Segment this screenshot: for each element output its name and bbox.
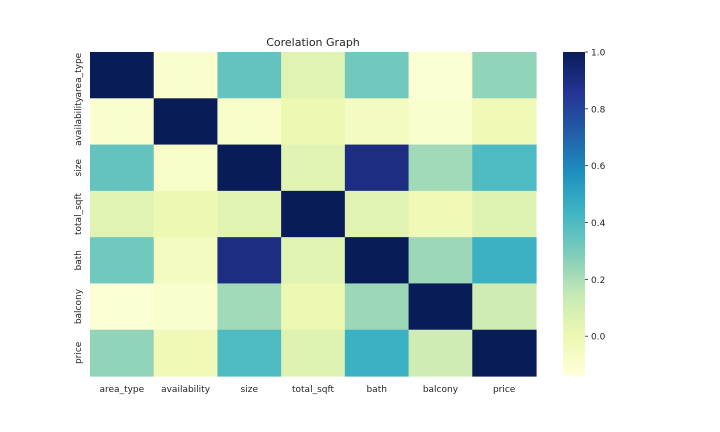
heatmap-cell-price-area_type <box>90 329 155 377</box>
heatmap-cell-total_sqft-area_type <box>90 190 155 238</box>
heatmap-cell-size-total_sqft <box>281 144 346 192</box>
heatmap-cell-balcony-bath <box>344 283 410 331</box>
heatmap-cell-availability-area_type <box>90 98 155 146</box>
heatmap-cell-total_sqft-total_sqft <box>281 190 346 238</box>
heatmap-cell-area_type-price <box>472 52 537 99</box>
y-tick-label: size <box>74 159 84 177</box>
heatmap-cell-balcony-area_type <box>90 283 155 331</box>
heatmap-cell-size-bath <box>344 144 410 192</box>
heatmap-cells <box>90 52 537 377</box>
colorbar-tick-label: 0.0 <box>591 333 606 343</box>
colorbar-tick-label: 1.0 <box>591 49 606 59</box>
heatmap-cell-area_type-availability <box>153 52 219 99</box>
heatmap-cell-balcony-balcony <box>408 283 473 331</box>
y-tick-label: bath <box>74 250 84 270</box>
x-tick-label: price <box>493 385 516 395</box>
x-tick-label: total_sqft <box>292 385 334 395</box>
y-tick-label: balcony <box>74 288 84 324</box>
heatmap-cell-area_type-balcony <box>408 52 473 99</box>
chart-title: Corelation Graph <box>266 36 360 49</box>
colorbar-tick-label: 0.4 <box>591 219 606 229</box>
x-tick-label: area_type <box>100 385 145 395</box>
heatmap-cell-size-balcony <box>408 144 473 192</box>
heatmap-cell-total_sqft-size <box>217 190 282 238</box>
heatmap-cell-area_type-area_type <box>90 52 155 99</box>
heatmap-cell-availability-total_sqft <box>281 98 346 146</box>
heatmap-cell-availability-price <box>472 98 537 146</box>
heatmap-cell-area_type-bath <box>344 52 410 99</box>
y-tick-label: total_sqft <box>74 193 84 235</box>
heatmap-cell-bath-availability <box>153 237 219 285</box>
heatmap-cell-bath-size <box>217 237 282 285</box>
y-tick-label: area_type <box>74 52 84 97</box>
heatmap-cell-size-area_type <box>90 144 155 192</box>
heatmap-cell-bath-area_type <box>90 237 155 285</box>
heatmap-cell-bath-price <box>472 237 537 285</box>
heatmap-cell-bath-bath <box>344 237 410 285</box>
heatmap-cell-balcony-price <box>472 283 537 331</box>
heatmap-cell-availability-bath <box>344 98 410 146</box>
heatmap-cell-price-size <box>217 329 282 377</box>
heatmap-cell-total_sqft-availability <box>153 190 219 238</box>
heatmap-cell-bath-total_sqft <box>281 237 346 285</box>
x-tick-labels: area_type availability size total_sqft bath b… <box>100 385 516 395</box>
x-tick-label: bath <box>366 385 386 395</box>
heatmap-cell-availability-availability <box>153 98 219 146</box>
heatmap-cell-size-size <box>217 144 282 192</box>
heatmap-cell-price-balcony <box>408 329 473 377</box>
y-tick-label: availability <box>74 96 84 146</box>
heatmap-cell-price-bath <box>344 329 410 377</box>
heatmap-cell-price-total_sqft <box>281 329 346 377</box>
colorbar-tick-label: 0.8 <box>591 105 606 115</box>
heatmap-cell-size-price <box>472 144 537 192</box>
heatmap-cell-balcony-size <box>217 283 282 331</box>
x-tick-label: size <box>241 385 259 395</box>
heatmap-cell-price-price <box>472 329 537 377</box>
colorbar-tick-labels: 1.0 0.8 0.6 0.4 0.2 0.0 <box>585 49 606 343</box>
heatmap-cell-total_sqft-bath <box>344 190 410 238</box>
heatmap-cell-balcony-total_sqft <box>281 283 346 331</box>
heatmap-cell-area_type-total_sqft <box>281 52 346 99</box>
heatmap-cell-size-availability <box>153 144 219 192</box>
colorbar-tick-label: 0.2 <box>591 276 605 286</box>
heatmap-cell-total_sqft-price <box>472 190 537 238</box>
heatmap-cell-bath-balcony <box>408 237 473 285</box>
heatmap-cell-availability-balcony <box>408 98 473 146</box>
heatmap-cell-area_type-size <box>217 52 282 99</box>
heatmap-cell-balcony-availability <box>153 283 219 331</box>
heatmap-cell-availability-size <box>217 98 282 146</box>
colorbar-tick-label: 0.6 <box>591 162 606 172</box>
x-tick-label: balcony <box>423 385 459 395</box>
colorbar-gradient <box>563 52 585 376</box>
heatmap-cell-price-availability <box>153 329 219 377</box>
y-tick-label: price <box>74 341 84 364</box>
x-tick-label: availability <box>161 385 211 395</box>
heatmap-cell-total_sqft-balcony <box>408 190 473 238</box>
colorbar: 1.0 0.8 0.6 0.4 0.2 0.0 <box>563 49 606 376</box>
